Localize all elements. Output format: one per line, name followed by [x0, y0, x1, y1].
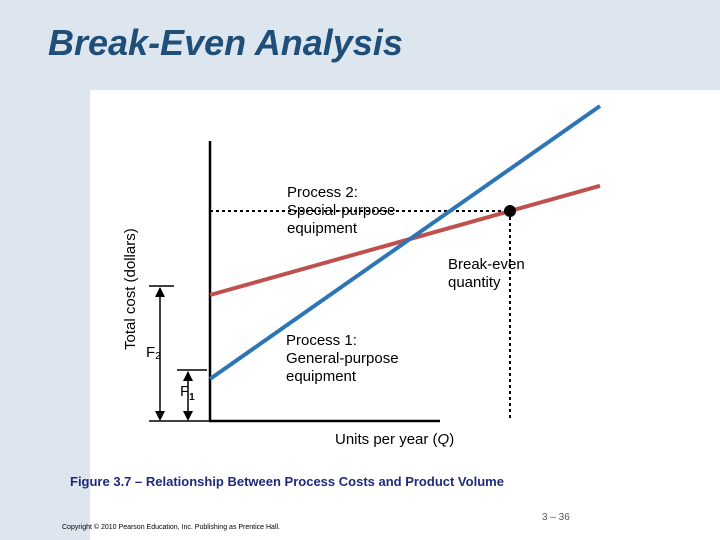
process-1-cost-line: [208, 104, 602, 381]
process-2-annotation-line2: Special-purpose: [287, 202, 395, 219]
break-even-annotation-line1: Break-even: [448, 256, 525, 273]
x-axis-label: Units per year (Q): [335, 431, 454, 448]
figure-caption: Figure 3.7 – Relationship Between Proces…: [70, 474, 504, 489]
page-number: 3 – 36: [542, 512, 570, 523]
f1-label: F1: [180, 383, 195, 403]
break-even-point: [504, 205, 516, 217]
f2-dimension-marker: [149, 285, 174, 421]
slide-title: Break-Even Analysis: [48, 22, 403, 63]
process-1-annotation-line2: General-purpose: [286, 350, 399, 367]
f1-dimension-marker: [177, 369, 207, 421]
process-1-annotation-line3: equipment: [286, 368, 357, 385]
f2-label: F2: [146, 344, 161, 362]
process-2-annotation-line1: Process 2:: [287, 184, 358, 201]
break-even-annotation-line2: quantity: [448, 274, 501, 291]
y-axis-label: Total cost (dollars): [122, 228, 139, 350]
process-1-annotation-line1: Process 1:: [286, 332, 357, 349]
copyright-notice: Copyright © 2010 Pearson Education, Inc.…: [62, 524, 281, 531]
process-2-annotation-line3: equipment: [287, 220, 358, 237]
content-panel: [90, 90, 720, 540]
